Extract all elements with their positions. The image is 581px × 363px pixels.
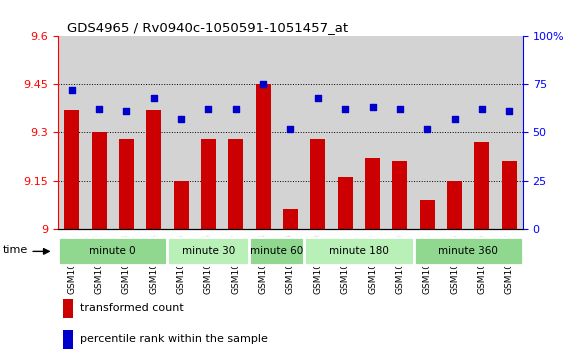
Text: minute 360: minute 360: [438, 246, 498, 256]
Point: [422, 126, 432, 131]
Bar: [502, 162, 517, 229]
Bar: [474, 142, 489, 229]
Bar: [304, 237, 414, 265]
Bar: [64, 110, 79, 229]
Bar: [392, 162, 407, 229]
Point: [504, 109, 514, 114]
Bar: [365, 158, 380, 229]
Point: [368, 105, 377, 110]
Point: [67, 87, 77, 93]
Text: minute 60: minute 60: [250, 246, 303, 256]
Point: [450, 116, 459, 122]
Text: transformed count: transformed count: [80, 303, 183, 313]
Text: minute 30: minute 30: [182, 246, 235, 256]
Point: [231, 106, 241, 112]
Bar: [201, 139, 216, 229]
Point: [149, 95, 159, 101]
Bar: [419, 200, 435, 229]
Bar: [92, 132, 107, 229]
Point: [95, 106, 104, 112]
Bar: [310, 139, 325, 229]
Bar: [447, 181, 462, 229]
Point: [340, 106, 350, 112]
Point: [477, 106, 486, 112]
Bar: [174, 181, 189, 229]
Point: [395, 106, 404, 112]
Text: minute 180: minute 180: [329, 246, 389, 256]
Point: [177, 116, 186, 122]
Point: [286, 126, 295, 131]
Bar: [228, 139, 243, 229]
Bar: [249, 237, 304, 265]
Bar: [63, 299, 73, 318]
Bar: [414, 237, 523, 265]
Text: percentile rank within the sample: percentile rank within the sample: [80, 334, 267, 344]
Text: GDS4965 / Rv0940c-1050591-1051457_at: GDS4965 / Rv0940c-1050591-1051457_at: [67, 21, 349, 34]
Point: [122, 109, 131, 114]
Text: time: time: [3, 245, 28, 255]
Point: [259, 82, 268, 87]
Bar: [63, 330, 73, 349]
Bar: [146, 110, 162, 229]
Point: [313, 95, 322, 101]
Bar: [167, 237, 249, 265]
Text: minute 0: minute 0: [89, 246, 136, 256]
Bar: [119, 139, 134, 229]
Bar: [283, 209, 298, 229]
Bar: [58, 237, 167, 265]
Bar: [256, 85, 271, 229]
Point: [204, 106, 213, 112]
Bar: [338, 178, 353, 229]
